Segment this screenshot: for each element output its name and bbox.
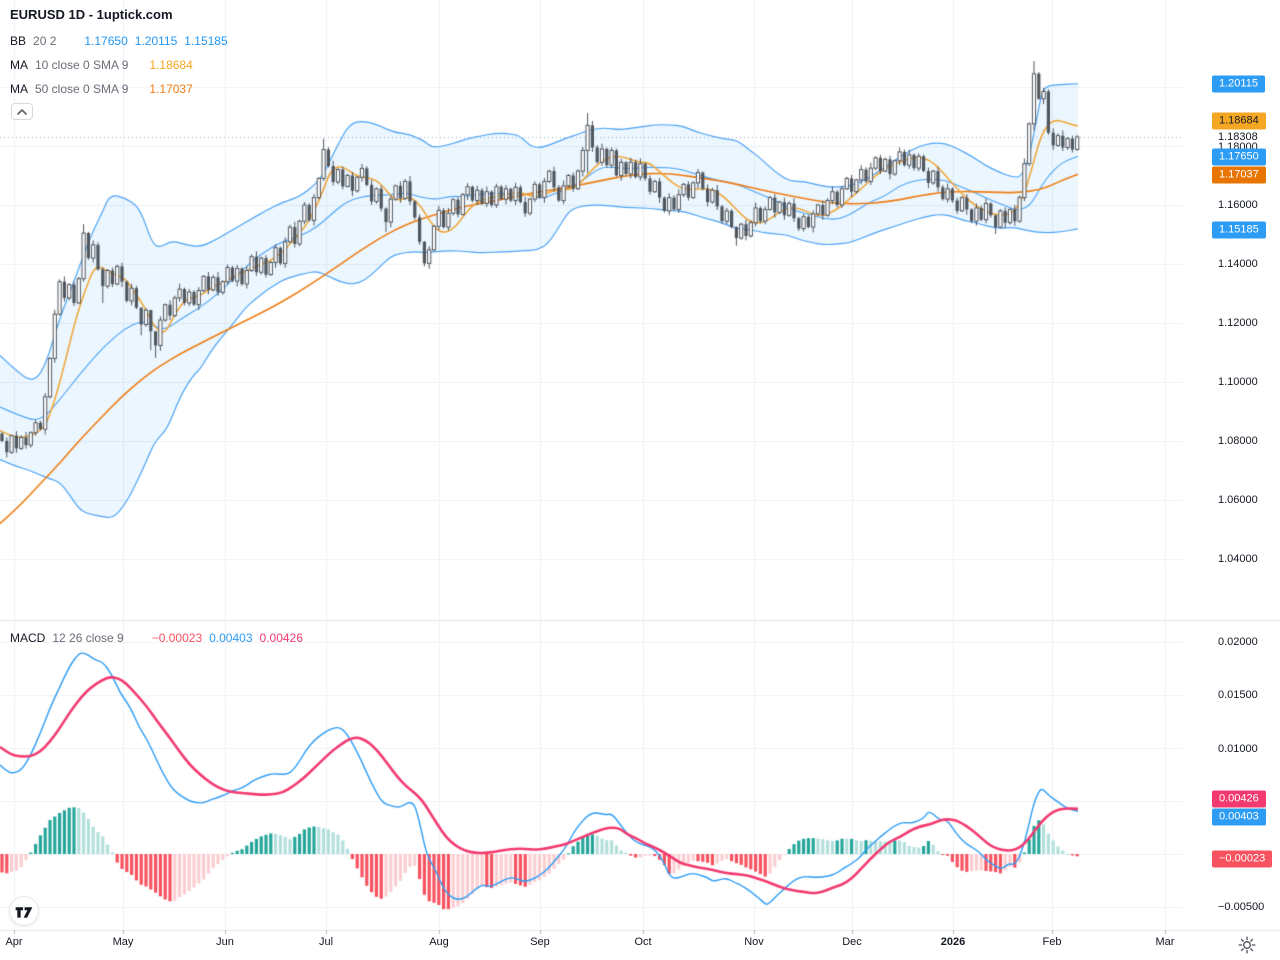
time-axis-label: Aug <box>429 936 449 948</box>
time-axis-label: Nov <box>744 936 764 948</box>
legend-bb-basis-value: 1.17650 <box>84 34 128 48</box>
legend-ma50-value: 1.17037 <box>149 82 193 96</box>
time-axis[interactable]: Apr May Jun Jul Aug Sep Oct Nov Dec 2026 Feb Mar <box>0 930 1280 960</box>
time-axis-label: Sep <box>530 936 550 948</box>
legend-ma50[interactable]: MA 50 close 0 SMA 9 1.17037 <box>10 82 193 96</box>
legend-ma50-params: 50 close 0 SMA 9 <box>35 82 129 96</box>
legend-ma50-name: MA <box>10 82 28 96</box>
time-axis-label: Jul <box>318 936 334 948</box>
legend-macd-params: 12 26 close 9 <box>52 631 124 645</box>
legend-bb-lower-value: 1.15185 <box>184 34 228 48</box>
settings-gear-icon[interactable] <box>1238 936 1256 954</box>
legend-macd-line-value: 0.00403 <box>209 631 253 645</box>
tradingview-logo[interactable] <box>9 896 39 926</box>
legend-macd-name: MACD <box>10 631 46 645</box>
legend-ma10-name: MA <box>10 58 28 72</box>
legend-macd-signal-value: 0.00426 <box>259 631 303 645</box>
time-axis-label: Apr <box>5 936 23 948</box>
legend-bb-upper-value: 1.20115 <box>134 34 178 48</box>
legend-macd[interactable]: MACD 12 26 close 9 −0.00023 0.00403 0.00… <box>10 631 303 645</box>
legend-bb-name: BB <box>10 34 27 48</box>
time-axis-label: Mar <box>1155 936 1175 948</box>
legend-ma10[interactable]: MA 10 close 0 SMA 9 1.18684 <box>10 58 193 72</box>
time-axis-label: May <box>112 936 134 948</box>
time-axis-label: Dec <box>842 936 862 948</box>
legend-bb-params: 20 2 <box>33 34 57 48</box>
tradingview-logo-glyph <box>15 907 33 918</box>
chevron-up-icon <box>17 108 27 115</box>
time-axis-label: 2026 <box>940 936 966 948</box>
legend-ma10-value: 1.18684 <box>149 58 193 72</box>
time-axis-label: Jun <box>216 936 234 948</box>
legend-ma10-params: 10 close 0 SMA 9 <box>35 58 129 72</box>
time-axis-label: Feb <box>1042 936 1062 948</box>
legend-bb[interactable]: BB 20 2 1.17650 1.20115 1.15185 <box>10 34 228 48</box>
legend-macd-histogram-value: −0.00023 <box>151 631 203 645</box>
collapse-indicators-button[interactable] <box>11 103 33 120</box>
time-axis-label: Oct <box>634 936 652 948</box>
symbol-title: EURUSD 1D - 1uptick.com <box>10 7 173 22</box>
